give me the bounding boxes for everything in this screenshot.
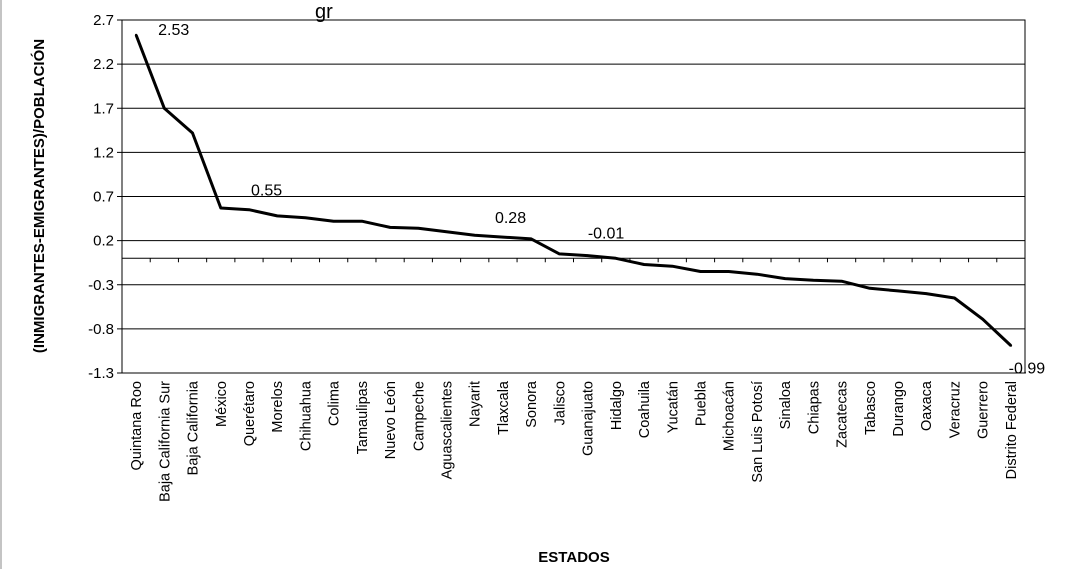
data-point: [868, 287, 871, 290]
data-point: [191, 131, 194, 135]
data-point: [1009, 344, 1013, 347]
category-label: Jalisco: [552, 381, 568, 425]
data-point: [388, 226, 392, 229]
category-label: Michoacán: [722, 381, 738, 451]
chart-title: gr: [315, 1, 333, 23]
y-axis-title: (INMIGRANTES-EMIGRANTES)/POBLACIÓN: [30, 39, 48, 353]
y-tick-label: 0.2: [93, 233, 114, 250]
data-point: [586, 254, 589, 257]
y-tick-label: 1.2: [93, 144, 114, 161]
category-label: Baja California Sur: [157, 381, 173, 502]
category-label: Tabasco: [863, 381, 879, 435]
data-point: [614, 257, 618, 260]
data-labels: 2.53 0.55 0.28 -0.01 -0.99: [158, 22, 1045, 378]
y-tick-label: -0.3: [88, 277, 114, 294]
y-tick-label: -0.8: [88, 321, 114, 338]
data-point: [219, 206, 222, 210]
data-point: [755, 272, 759, 276]
data-point: [925, 292, 928, 295]
y-tick-label: 2.2: [93, 56, 114, 73]
data-point: [417, 227, 420, 230]
data-point: [332, 220, 335, 223]
data-point: [445, 230, 448, 233]
category-label: Querétaro: [242, 381, 258, 446]
category-label: Hidalgo: [609, 381, 625, 430]
data-point: [276, 214, 279, 218]
category-label: México: [214, 381, 230, 427]
data-point: [981, 317, 984, 321]
y-tick-label: 0.7: [93, 189, 114, 206]
category-label: Tamaulipas: [355, 381, 371, 454]
y-tick-label: 1.7: [93, 100, 114, 117]
y-tick-label: 2.7: [93, 12, 114, 29]
data-label: 2.53: [158, 22, 189, 39]
data-point: [840, 280, 843, 283]
data-label: -0.01: [588, 225, 625, 242]
category-label: Distrito Federal: [1004, 381, 1020, 479]
data-point: [529, 237, 533, 241]
data-point: [134, 33, 138, 37]
category-label: Sonora: [524, 380, 540, 428]
category-label: Guanajuato: [581, 381, 597, 456]
data-point: [671, 265, 674, 268]
data-point: [501, 235, 505, 239]
category-label: Campeche: [411, 381, 427, 451]
category-label: Quintana Roo: [129, 381, 145, 470]
category-label: Coahuila: [637, 380, 653, 438]
data-point: [812, 279, 815, 282]
category-label: Aguascalientes: [440, 381, 456, 479]
category-label: Baja California: [186, 380, 202, 475]
data-label: -0.99: [1009, 361, 1046, 378]
data-point: [304, 216, 307, 219]
data-point: [896, 289, 900, 293]
data-label: 0.55: [251, 183, 282, 200]
data-point: [558, 252, 561, 256]
category-label: Oaxaca: [919, 380, 935, 431]
category-label: Sinaloa: [778, 380, 794, 429]
category-label: Colima: [327, 380, 343, 426]
data-point: [953, 296, 956, 300]
category-label: Nuevo León: [383, 381, 399, 459]
category-label: San Luis Potosí: [750, 381, 766, 483]
data-point: [727, 270, 730, 273]
category-label: Yucatán: [665, 381, 681, 433]
y-tick-label: -1.3: [88, 365, 114, 382]
category-label: Guerrero: [976, 381, 992, 439]
category-label: Veracruz: [947, 381, 963, 438]
category-label: Tlaxcala: [496, 380, 512, 435]
data-point: [783, 277, 787, 280]
category-label: Chiapas: [806, 381, 822, 434]
data-point: [473, 234, 476, 237]
y-axis-ticks: 2.7 2.2 1.7 1.2 0.7 0.2 -0.3 -0.8 -1.3: [88, 12, 122, 382]
category-label: Nayarit: [468, 381, 484, 427]
x-axis: [121, 257, 1026, 263]
category-label: Durango: [891, 381, 907, 437]
x-axis-title: ESTADOS: [538, 549, 609, 566]
data-point: [642, 263, 646, 266]
data-point: [360, 220, 364, 223]
category-label: Puebla: [693, 380, 709, 426]
category-label: Morelos: [270, 381, 286, 433]
category-label: Chihuahua: [298, 380, 314, 451]
data-point: [247, 208, 251, 211]
category-label: Zacatecas: [835, 381, 851, 448]
data-label: 0.28: [495, 210, 526, 227]
category-labels: Quintana Roo Baja California Sur Baja Cali…: [129, 380, 1020, 502]
data-point: [163, 107, 166, 110]
series-line: [134, 34, 1012, 347]
gridlines: [122, 63, 1025, 330]
data-points: [134, 33, 1013, 347]
data-point: [699, 270, 702, 273]
